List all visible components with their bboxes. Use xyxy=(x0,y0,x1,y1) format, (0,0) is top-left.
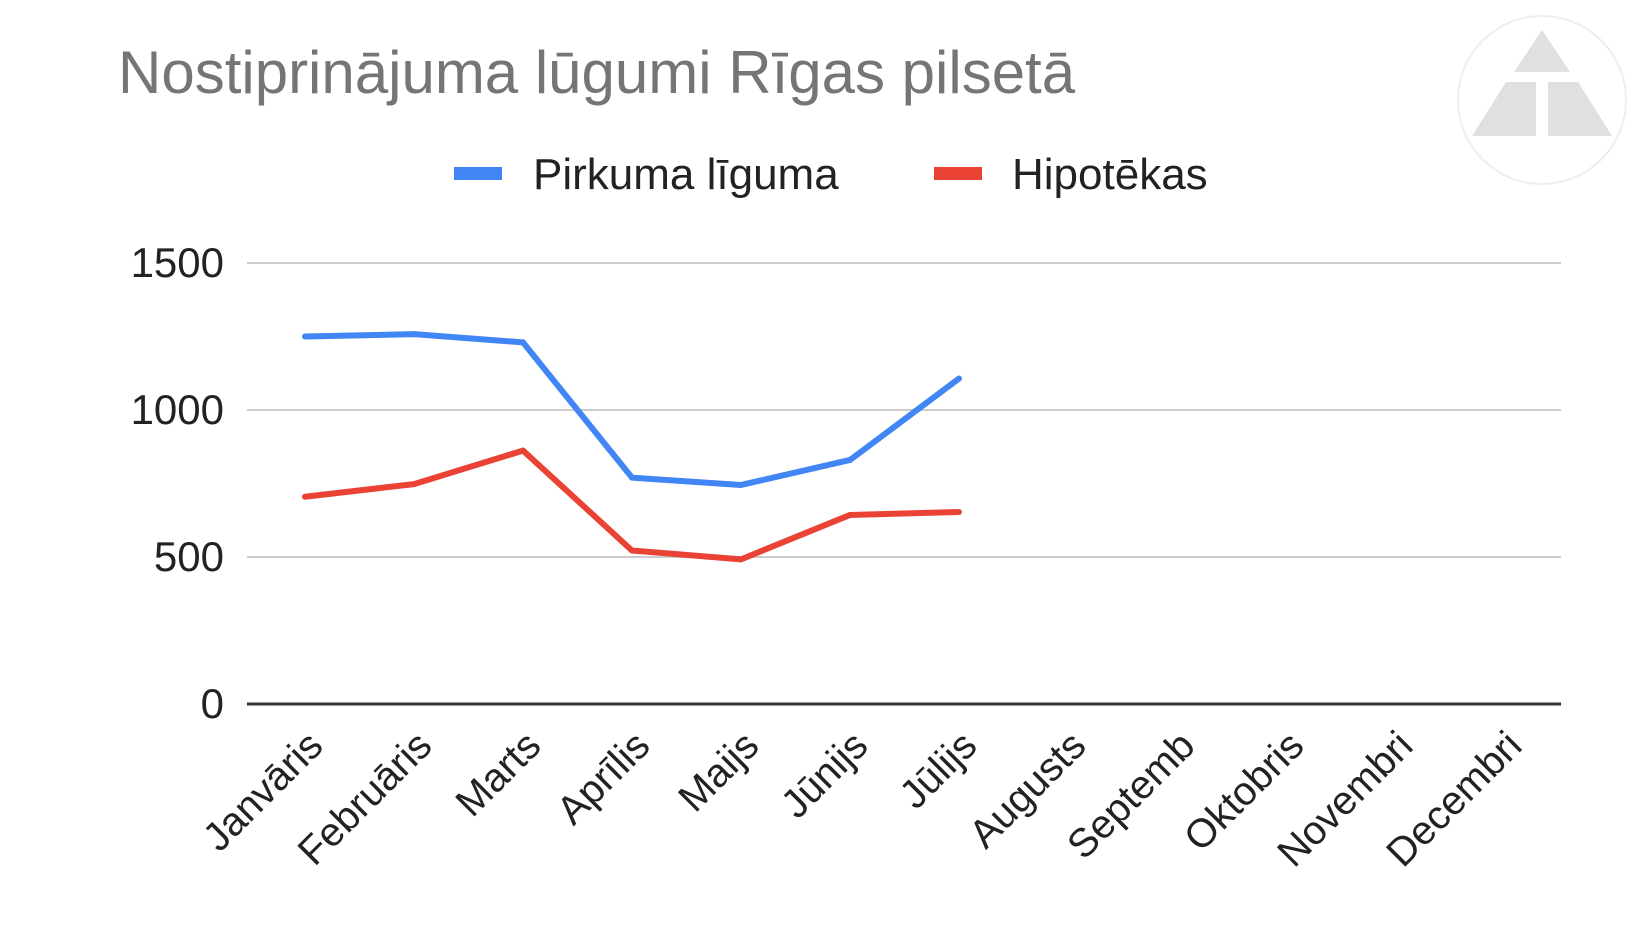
y-axis-ticks: 0 500 1000 1500 xyxy=(131,239,224,727)
legend-swatch xyxy=(934,167,982,180)
data-point xyxy=(738,481,744,488)
y-tick-label: 500 xyxy=(154,533,224,580)
data-point xyxy=(302,333,308,340)
data-point xyxy=(411,481,417,488)
triangle-logo-icon xyxy=(1457,15,1627,185)
data-point xyxy=(738,556,744,563)
y-gridlines xyxy=(247,262,1561,706)
legend-swatch xyxy=(454,167,502,180)
series-lines xyxy=(302,331,962,563)
chart-title: Nostiprinājuma lūgumi Rīgas pilsetā xyxy=(118,39,1076,106)
chart-legend: Pirkuma līguma Hipotēkas xyxy=(454,150,1208,199)
data-point xyxy=(629,474,635,481)
legend-label: Pirkuma līguma xyxy=(533,150,839,199)
data-point xyxy=(956,509,962,516)
y-tick-label: 1000 xyxy=(131,386,224,433)
legend-label: Hipotēkas xyxy=(1012,150,1208,199)
data-point xyxy=(520,339,526,346)
data-point xyxy=(956,375,962,382)
data-point xyxy=(629,547,635,554)
x-tick-label: Maijs xyxy=(670,723,767,820)
y-tick-label: 0 xyxy=(201,680,224,727)
x-tick-label: Marts xyxy=(448,723,550,825)
data-point xyxy=(302,493,308,500)
x-tick-label: Jūnijs xyxy=(773,723,876,826)
data-point xyxy=(411,331,417,338)
data-point xyxy=(847,511,853,518)
y-tick-label: 1500 xyxy=(131,239,224,286)
x-tick-label: Aprīlis xyxy=(549,723,659,833)
x-tick-label: Jūlijs xyxy=(891,723,985,817)
data-point xyxy=(520,447,526,454)
data-point xyxy=(847,456,853,463)
series-line-2 xyxy=(304,447,960,563)
